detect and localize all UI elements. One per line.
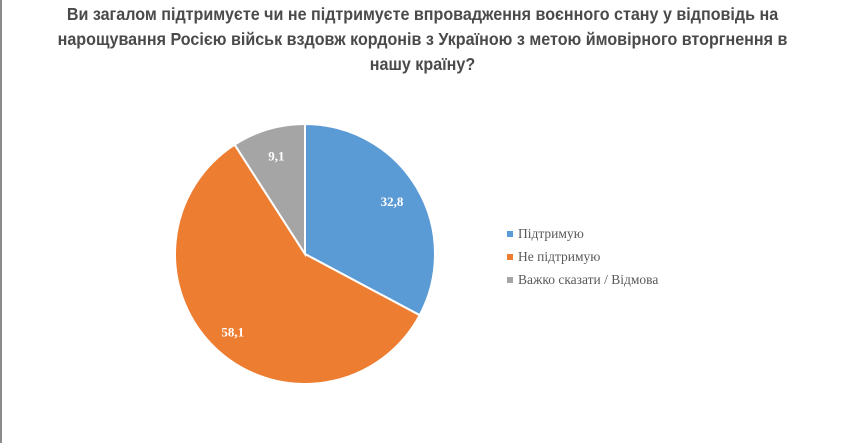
- data-label: 58,1: [221, 324, 244, 339]
- legend-swatch: [507, 276, 513, 283]
- legend-label: Важко сказати / Відмова: [518, 272, 659, 287]
- chart-title: Ви загалом підтримуєте чи не підтримуєте…: [57, 4, 788, 74]
- legend-swatch: [507, 253, 513, 260]
- legend-item-undecided: Важко сказати / Відмова: [507, 268, 658, 291]
- data-label: 32,8: [381, 194, 404, 209]
- pie-slice-undecided: [233, 122, 306, 258]
- legend-swatch: [507, 230, 513, 237]
- legend-item-support: Підтримую: [507, 222, 658, 245]
- data-label: 9,1: [268, 149, 284, 164]
- legend-label: Не підтримую: [518, 249, 601, 264]
- legend-item-oppose: Не підтримую: [507, 245, 658, 268]
- pie-slice-oppose: [174, 143, 422, 385]
- left-border: [0, 0, 2, 443]
- legend-label: Підтримую: [518, 226, 584, 241]
- legend: Підтримую Не підтримую Важко сказати / В…: [507, 222, 658, 291]
- pie-slice-support: [304, 122, 436, 317]
